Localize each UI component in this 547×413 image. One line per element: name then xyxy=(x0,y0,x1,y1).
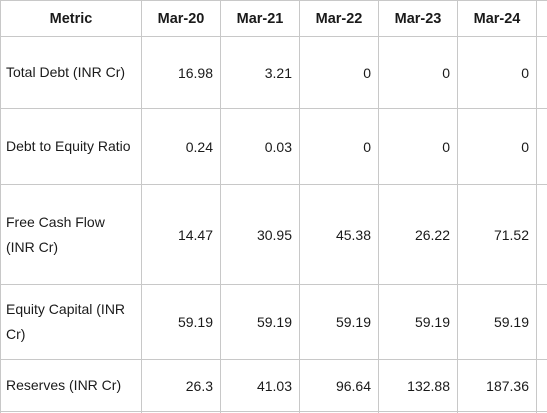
value-cell[interactable]: 41.03 xyxy=(220,359,300,412)
metric-label-cell[interactable]: Debt to Equity Ratio xyxy=(0,108,142,185)
value-cell[interactable]: 59.19 xyxy=(457,284,537,360)
empty-cell[interactable] xyxy=(536,284,547,360)
value-cell[interactable]: 0.24 xyxy=(141,108,221,185)
value-cell[interactable]: 0 xyxy=(378,36,458,109)
value-cell[interactable]: 59.19 xyxy=(141,284,221,360)
metric-label-cell[interactable]: Reserves (INR Cr) xyxy=(0,359,142,412)
table-row: Reserves (INR Cr) 26.3 41.03 96.64 132.8… xyxy=(0,359,547,412)
table-row: Free Cash Flow (INR Cr) 14.47 30.95 45.3… xyxy=(0,184,547,285)
value-cell[interactable]: 30.95 xyxy=(220,184,300,285)
value-cell[interactable]: 0 xyxy=(378,108,458,185)
header-row: Metric Mar-20 Mar-21 Mar-22 Mar-23 Mar-2… xyxy=(0,0,547,37)
value-cell[interactable]: 59.19 xyxy=(378,284,458,360)
value-cell[interactable]: 26.3 xyxy=(141,359,221,412)
value-cell[interactable]: 71.52 xyxy=(457,184,537,285)
empty-cell[interactable] xyxy=(536,36,547,109)
metric-label-cell[interactable]: Equity Capital (INR Cr) xyxy=(0,284,142,360)
value-cell[interactable]: 132.88 xyxy=(378,359,458,412)
empty-cell[interactable] xyxy=(536,359,547,412)
value-cell[interactable]: 3.21 xyxy=(220,36,300,109)
value-cell[interactable]: 0 xyxy=(299,36,379,109)
value-cell[interactable]: 0.03 xyxy=(220,108,300,185)
value-cell[interactable]: 96.64 xyxy=(299,359,379,412)
value-cell[interactable]: 14.47 xyxy=(141,184,221,285)
empty-cell[interactable] xyxy=(536,0,547,37)
table-row xyxy=(0,411,547,413)
header-cell-metric[interactable]: Metric xyxy=(0,0,142,37)
value-cell[interactable]: 16.98 xyxy=(141,36,221,109)
value-cell[interactable]: 26.22 xyxy=(378,184,458,285)
metric-label-cell[interactable]: Free Cash Flow (INR Cr) xyxy=(0,184,142,285)
empty-cell[interactable] xyxy=(536,184,547,285)
header-cell-year[interactable]: Mar-22 xyxy=(299,0,379,37)
value-cell[interactable]: 187.36 xyxy=(457,359,537,412)
empty-cell[interactable] xyxy=(536,411,547,413)
header-cell-year[interactable]: Mar-24 xyxy=(457,0,537,37)
table-row: Equity Capital (INR Cr) 59.19 59.19 59.1… xyxy=(0,284,547,360)
metric-label-cell[interactable]: Total Debt (INR Cr) xyxy=(0,36,142,109)
table-row: Total Debt (INR Cr) 16.98 3.21 0 0 0 xyxy=(0,36,547,109)
empty-cell[interactable] xyxy=(536,108,547,185)
value-cell[interactable]: 59.19 xyxy=(299,284,379,360)
value-cell[interactable]: 59.19 xyxy=(220,284,300,360)
value-cell[interactable]: 0 xyxy=(457,36,537,109)
header-cell-year[interactable]: Mar-23 xyxy=(378,0,458,37)
table-row: Debt to Equity Ratio 0.24 0.03 0 0 0 xyxy=(0,108,547,185)
value-cell[interactable]: 0 xyxy=(457,108,537,185)
header-cell-year[interactable]: Mar-20 xyxy=(141,0,221,37)
value-cell[interactable]: 45.38 xyxy=(299,184,379,285)
header-cell-year[interactable]: Mar-21 xyxy=(220,0,300,37)
value-cell[interactable]: 0 xyxy=(299,108,379,185)
